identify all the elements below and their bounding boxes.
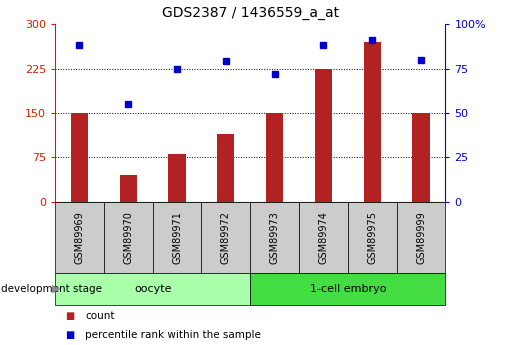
Bar	[55, 202, 104, 273]
Bar	[299, 202, 348, 273]
Text: GSM89970: GSM89970	[123, 211, 133, 264]
Text: GSM89971: GSM89971	[172, 211, 182, 264]
Text: development stage: development stage	[1, 284, 102, 294]
Text: oocyte: oocyte	[134, 284, 171, 294]
Title: GDS2387 / 1436559_a_at: GDS2387 / 1436559_a_at	[162, 6, 339, 20]
Bar	[169, 155, 185, 202]
Text: GSM89974: GSM89974	[319, 211, 328, 264]
Bar	[315, 69, 332, 202]
Bar	[217, 134, 234, 202]
Bar	[396, 202, 445, 273]
Bar	[266, 113, 283, 202]
Bar	[201, 202, 250, 273]
Text: ■: ■	[65, 311, 74, 321]
Text: ■: ■	[65, 330, 74, 339]
Bar	[55, 273, 250, 305]
Bar	[364, 42, 381, 202]
Text: GSM89972: GSM89972	[221, 211, 231, 264]
Bar	[71, 113, 88, 202]
Bar	[250, 202, 299, 273]
Bar	[413, 113, 430, 202]
Bar	[104, 202, 153, 273]
Text: 1-cell embryo: 1-cell embryo	[310, 284, 386, 294]
Text: count: count	[85, 311, 115, 321]
Text: ▶: ▶	[52, 284, 61, 294]
Text: GSM89969: GSM89969	[74, 211, 84, 264]
Text: GSM89999: GSM89999	[416, 211, 426, 264]
Text: GSM89973: GSM89973	[270, 211, 280, 264]
Bar	[120, 175, 137, 202]
Text: percentile rank within the sample: percentile rank within the sample	[85, 330, 261, 339]
Bar	[250, 273, 445, 305]
Text: GSM89975: GSM89975	[367, 211, 377, 264]
Bar	[153, 202, 201, 273]
Bar	[348, 202, 396, 273]
